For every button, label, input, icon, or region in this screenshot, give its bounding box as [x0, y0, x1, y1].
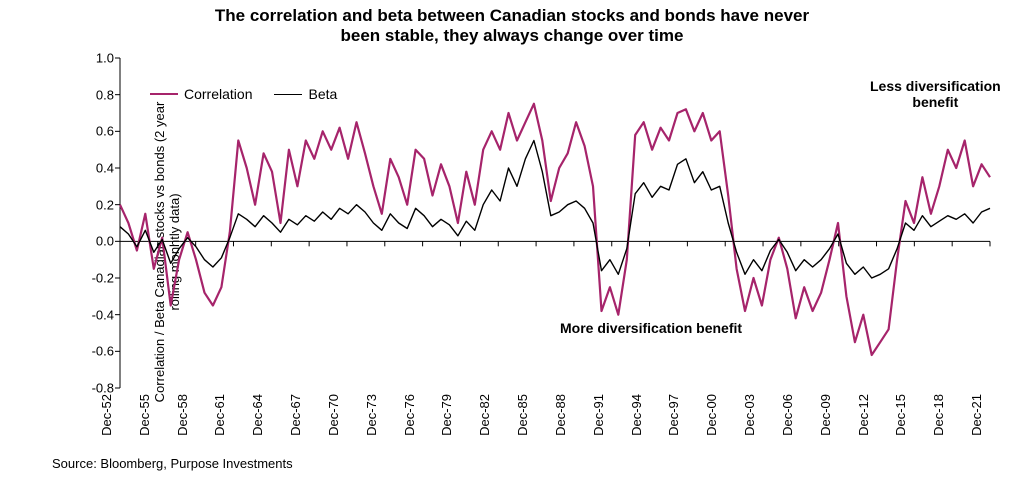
legend-swatch: [150, 93, 178, 95]
legend-item: Correlation: [150, 86, 252, 102]
plot-area: -0.8-0.6-0.4-0.20.00.20.40.60.81.0Dec-52…: [120, 58, 990, 388]
y-tick-label: 0.0: [96, 234, 114, 249]
x-tick-label: Dec-91: [591, 394, 606, 436]
x-tick-label: Dec-88: [553, 394, 568, 436]
chart-container: The correlation and beta between Canadia…: [0, 0, 1024, 504]
x-tick-label: Dec-76: [402, 394, 417, 436]
x-tick-label: Dec-58: [175, 394, 190, 436]
annotation: Less diversificationbenefit: [870, 78, 1001, 110]
x-tick-label: Dec-15: [893, 394, 908, 436]
x-tick-label: Dec-00: [704, 394, 719, 436]
series-correlation: [120, 104, 990, 355]
x-tick-label: Dec-73: [364, 394, 379, 436]
x-tick-label: Dec-94: [629, 394, 644, 436]
x-tick-label: Dec-03: [742, 394, 757, 436]
y-tick-label: -0.4: [92, 307, 114, 322]
x-tick-label: Dec-97: [666, 394, 681, 436]
source-text: Source: Bloomberg, Purpose Investments: [52, 456, 293, 471]
x-tick-label: Dec-79: [439, 394, 454, 436]
x-tick-label: Dec-61: [213, 394, 228, 436]
legend-label: Correlation: [184, 86, 252, 102]
series-beta: [120, 141, 990, 279]
chart-svg: [120, 58, 990, 388]
x-tick-label: Dec-85: [515, 394, 530, 436]
legend-item: Beta: [274, 86, 337, 102]
legend-label: Beta: [308, 86, 337, 102]
x-tick-label: Dec-12: [856, 394, 871, 436]
y-tick-label: 0.8: [96, 87, 114, 102]
x-tick-label: Dec-52: [99, 394, 114, 436]
x-tick-label: Dec-70: [326, 394, 341, 436]
y-tick-label: 0.2: [96, 197, 114, 212]
x-tick-label: Dec-64: [250, 394, 265, 436]
x-tick-label: Dec-82: [477, 394, 492, 436]
x-tick-label: Dec-18: [931, 394, 946, 436]
y-tick-label: -0.2: [92, 271, 114, 286]
y-tick-label: -0.6: [92, 344, 114, 359]
annotation: More diversification benefit: [560, 320, 742, 336]
x-tick-label: Dec-67: [288, 394, 303, 436]
legend: Correlation Beta: [150, 86, 337, 102]
x-tick-label: Dec-06: [780, 394, 795, 436]
y-tick-label: 0.4: [96, 161, 114, 176]
chart-title: The correlation and beta between Canadia…: [0, 6, 1024, 47]
legend-swatch: [274, 94, 302, 95]
x-tick-label: Dec-09: [818, 394, 833, 436]
x-tick-label: Dec-21: [969, 394, 984, 436]
x-tick-label: Dec-55: [137, 394, 152, 436]
y-tick-label: 0.6: [96, 124, 114, 139]
y-tick-label: 1.0: [96, 51, 114, 66]
